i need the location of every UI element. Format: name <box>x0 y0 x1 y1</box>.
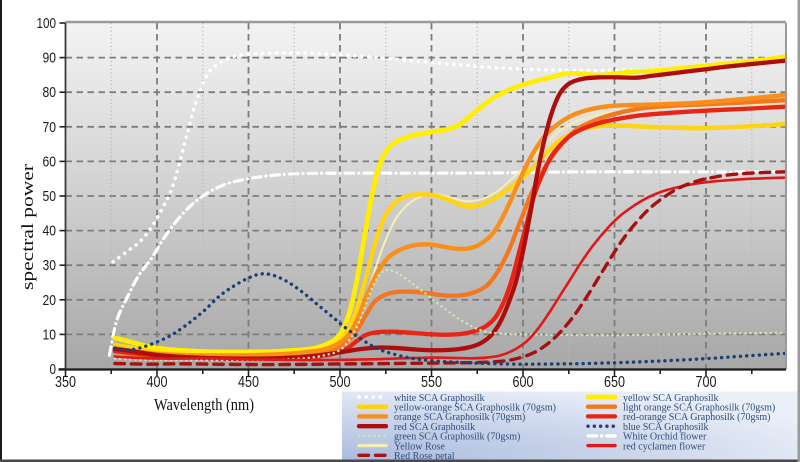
svg-text:Red Rose petal: Red Rose petal <box>394 451 455 462</box>
svg-text:20: 20 <box>43 292 57 309</box>
svg-text:400: 400 <box>147 374 168 391</box>
svg-text:red-orange SCA Graphosilk (70g: red-orange SCA Graphosilk (70gsm) <box>623 412 770 423</box>
svg-text:50: 50 <box>43 188 57 205</box>
svg-text:0: 0 <box>50 361 57 378</box>
svg-text:orange SCA Graphosilk (70gsm): orange SCA Graphosilk (70gsm) <box>394 412 525 423</box>
svg-text:yellow SCA Graphosilk: yellow SCA Graphosilk <box>623 393 719 404</box>
svg-text:White Orchid flower: White Orchid flower <box>623 432 707 443</box>
svg-text:600: 600 <box>513 374 534 391</box>
svg-text:80: 80 <box>43 84 57 101</box>
svg-text:light orange SCA Graphosilk (7: light orange SCA Graphosilk (70gsm) <box>623 403 775 414</box>
svg-text:90: 90 <box>43 50 57 67</box>
svg-text:500: 500 <box>330 374 351 391</box>
svg-text:Yellow Rose: Yellow Rose <box>394 441 445 452</box>
svg-text:40: 40 <box>43 223 57 240</box>
svg-text:70: 70 <box>43 119 57 136</box>
svg-text:green SCA Graphosilk (70gsm): green SCA Graphosilk (70gsm) <box>394 432 520 443</box>
svg-text:spectral power: spectral power <box>18 164 37 290</box>
svg-text:red SCA Graphosilk: red SCA Graphosilk <box>394 422 475 433</box>
svg-text:red cyclamen flower: red cyclamen flower <box>623 441 706 452</box>
svg-text:700: 700 <box>696 374 717 391</box>
svg-text:650: 650 <box>604 374 625 391</box>
svg-text:10: 10 <box>43 326 57 343</box>
svg-text:30: 30 <box>43 257 57 274</box>
svg-text:yellow-orange SCA Graphosilk (: yellow-orange SCA Graphosilk (70gsm) <box>394 403 556 414</box>
svg-text:550: 550 <box>421 374 442 391</box>
svg-text:white SCA Graphosilk: white SCA Graphosilk <box>394 393 485 404</box>
svg-text:60: 60 <box>43 153 57 170</box>
svg-text:350: 350 <box>55 374 76 391</box>
svg-text:450: 450 <box>238 374 259 391</box>
svg-text:100: 100 <box>37 15 57 32</box>
svg-text:Wavelength (nm): Wavelength (nm) <box>154 395 254 414</box>
svg-text:blue SCA Graphosilk: blue SCA Graphosilk <box>623 422 709 433</box>
